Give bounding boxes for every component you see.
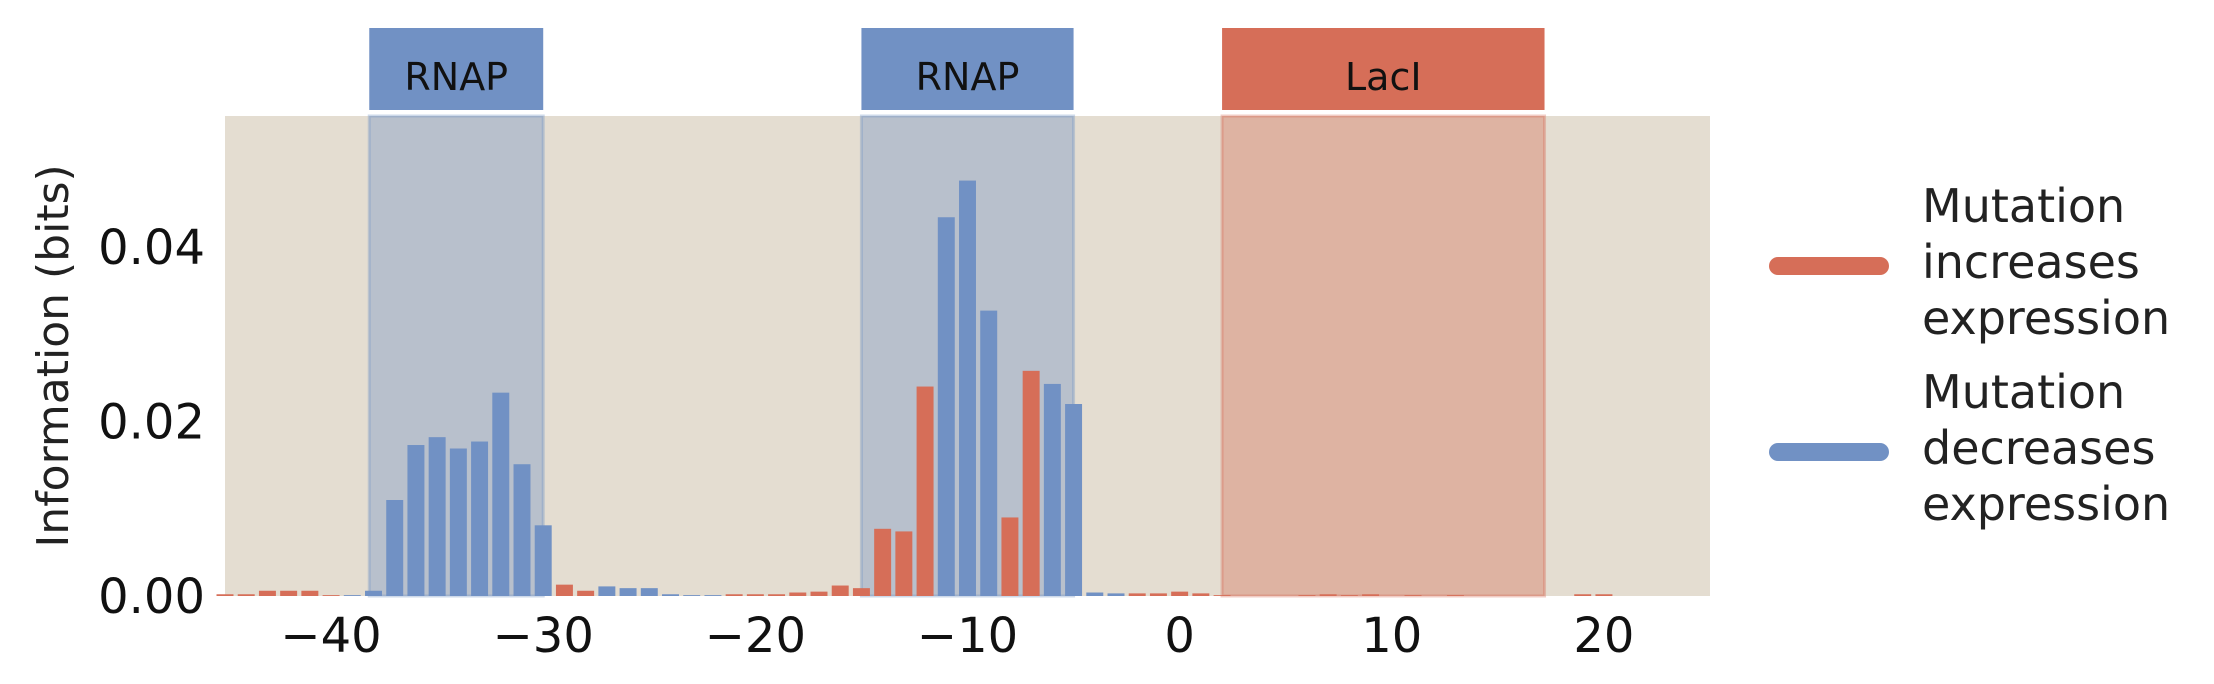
region-header-laci-2 <box>1222 28 1545 110</box>
bar-pos-m18 <box>789 592 807 596</box>
bar-pos-m27 <box>598 586 616 596</box>
bar-pos-m44 <box>237 594 255 596</box>
bar-pos-m35 <box>428 437 446 596</box>
bar-pos-m21 <box>725 594 743 596</box>
region-header-rnap-1 <box>861 28 1074 110</box>
legend: MutationincreasesexpressionMutationdecre… <box>1769 179 2170 531</box>
bar-pos-m42 <box>280 590 298 596</box>
bar-pos-m1 <box>1149 593 1167 596</box>
region-headers: RNAP RNAP LacI <box>369 28 1545 110</box>
x-tick-label: 0 <box>1164 608 1195 664</box>
x-tick-label: 10 <box>1361 608 1422 664</box>
bar-pos-m9 <box>980 310 998 596</box>
bar-pos-m22 <box>704 595 722 596</box>
bar-pos-m23 <box>683 595 701 596</box>
bar-pos-m43 <box>258 590 276 596</box>
bar-pos-m29 <box>555 584 573 596</box>
x-axis-ticks: −40 −30 −20 −10 0 10 20 <box>280 608 1634 664</box>
y-tick-label: 0.04 <box>98 220 205 276</box>
bar-pos-7 <box>1319 594 1337 596</box>
bar-pos-19 <box>1574 594 1592 596</box>
bar-pos-m24 <box>662 594 679 596</box>
legend-label-decreases: expression <box>1922 477 2170 531</box>
bar-pos-m20 <box>746 594 764 596</box>
legend-label-increases: increases <box>1922 235 2140 289</box>
bar-pos-m17 <box>810 591 828 596</box>
bar-pos-8 <box>1340 595 1358 596</box>
bar-pos-m13 <box>895 531 913 596</box>
bar-pos-m12 <box>916 386 934 596</box>
bar-pos-6 <box>1298 595 1316 596</box>
bar-pos-m2 <box>1128 593 1146 596</box>
bar-pos-m6 <box>1043 383 1061 596</box>
x-tick-label: −10 <box>917 608 1018 664</box>
bar-pos-m32 <box>492 392 510 596</box>
region-header-rnap-0 <box>369 28 544 110</box>
bar-pos-m45 <box>216 594 234 596</box>
bar-pos-m15 <box>852 588 870 596</box>
bars <box>216 180 1613 596</box>
bar-pos-2 <box>1213 595 1231 596</box>
region-label-rnap-1: RNAP <box>916 55 1020 99</box>
bar-pos-m4 <box>1086 592 1104 596</box>
x-tick-label: −20 <box>705 608 806 664</box>
y-tick-label: 0.02 <box>98 394 205 450</box>
bar-pos-13 <box>1446 595 1464 596</box>
legend-label-increases: Mutation <box>1922 179 2125 233</box>
bar-pos-1 <box>1192 593 1210 596</box>
bar-pos-m26 <box>619 588 637 596</box>
bar-pos-0 <box>1171 591 1189 596</box>
bar-pos-m19 <box>768 594 786 596</box>
bar-pos-20 <box>1595 594 1613 596</box>
x-tick-label: −30 <box>493 608 594 664</box>
region-label-laci-2: LacI <box>1345 55 1422 99</box>
x-tick-label: −40 <box>280 608 381 664</box>
legend-label-increases: expression <box>1922 291 2170 345</box>
y-tick-label: 0.00 <box>98 569 205 625</box>
bar-pos-m3 <box>1107 593 1125 596</box>
y-axis-title: Information (bits) <box>28 164 79 547</box>
bar-pos-m11 <box>937 217 955 596</box>
bar-pos-m40 <box>322 595 340 596</box>
bar-pos-m34 <box>449 448 467 596</box>
legend-label-decreases: Mutation <box>1922 365 2125 419</box>
bar-pos-m16 <box>831 585 849 596</box>
bar-pos-m10 <box>959 180 976 596</box>
bar-pos-m14 <box>874 528 892 596</box>
bar-pos-m30 <box>534 525 552 596</box>
bar-pos-m37 <box>386 500 404 596</box>
bar-pos-11 <box>1404 595 1422 596</box>
bar-pos-m8 <box>1001 517 1019 596</box>
bar-pos-m28 <box>577 590 595 596</box>
y-axis-ticks: 0.00 0.02 0.04 <box>98 220 205 625</box>
bar-pos-m31 <box>513 464 531 596</box>
bar-pos-m36 <box>407 445 425 596</box>
bar-pos-m38 <box>365 590 382 596</box>
bar-pos-m41 <box>301 590 319 596</box>
x-tick-label: 20 <box>1573 608 1634 664</box>
region-label-rnap-0: RNAP <box>404 55 508 99</box>
region-shade-laci-2 <box>1220 114 1547 598</box>
legend-label-decreases: decreases <box>1922 421 2155 475</box>
bar-pos-9 <box>1362 594 1380 596</box>
bar-pos-m5 <box>1065 404 1083 596</box>
bar-pos-m7 <box>1022 370 1040 596</box>
bar-pos-m33 <box>471 441 489 596</box>
bar-pos-m25 <box>640 588 658 596</box>
bar-pos-m39 <box>343 595 361 596</box>
